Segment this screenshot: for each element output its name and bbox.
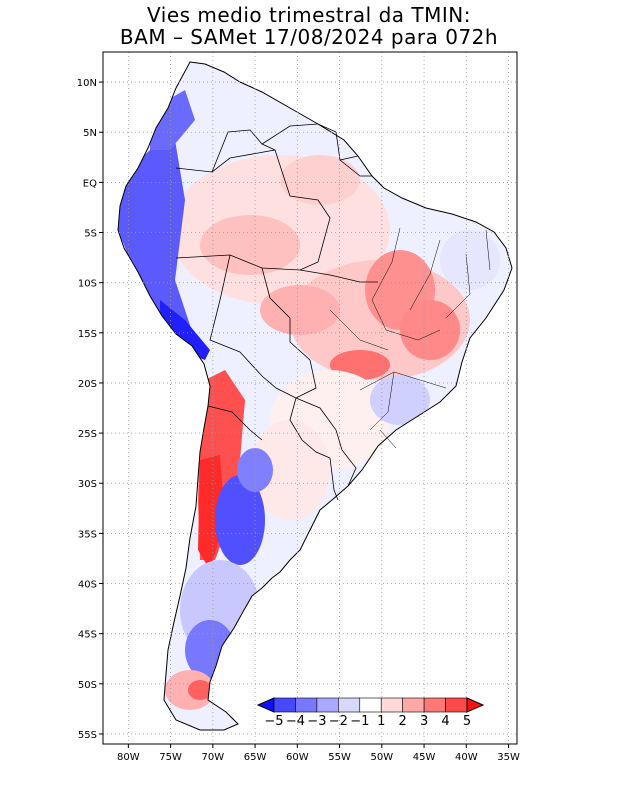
lat-tick-label: 45S xyxy=(78,630,97,641)
colorbar-swatch xyxy=(273,697,296,713)
lon-tick-label: 50W xyxy=(371,752,394,763)
lon-tick-label: 35W xyxy=(497,752,520,763)
lat-tick-label: EQ xyxy=(83,178,97,189)
colorbar-swatch xyxy=(380,697,403,713)
lon-tick-label: 75W xyxy=(159,752,182,763)
colorbar-swatch xyxy=(316,697,339,713)
lon-tick-label: 65W xyxy=(244,752,267,763)
latitude-axis: 10N 5N EQ 5S 10S 15S 20S 25S 30S 35S 40S 45S 50S 55S xyxy=(77,78,103,741)
lon-tick-label: 40W xyxy=(455,752,478,763)
lat-tick-label: 35S xyxy=(78,529,97,540)
colorbar-label: 3 xyxy=(420,714,428,729)
colorbar-swatch xyxy=(338,697,361,713)
colorbar-label: 4 xyxy=(441,714,449,729)
lat-tick-label: 10N xyxy=(77,78,97,89)
colorbar-swatch xyxy=(445,697,468,713)
colorbar-label: 1 xyxy=(377,714,385,729)
lon-tick-label: 55W xyxy=(328,752,351,763)
lat-tick-label: 25S xyxy=(78,429,97,440)
lat-tick-label: 30S xyxy=(78,479,97,490)
map-title-line2: BAM – SAMet 17/08/2024 para 072h xyxy=(119,25,499,49)
longitude-axis: 80W 75W 70W 65W 60W 55W 50W 45W 40W 35W xyxy=(117,744,520,763)
lat-tick-label: 50S xyxy=(78,680,97,691)
map-frame xyxy=(102,51,518,745)
grid-lines xyxy=(103,52,517,744)
lon-tick-label: 70W xyxy=(202,752,225,763)
colorbar-label: −3 xyxy=(307,714,326,729)
colorbar-swatch xyxy=(423,697,446,713)
land-area xyxy=(118,62,512,730)
lat-tick-label: 10S xyxy=(78,279,97,290)
lat-tick-label: 55S xyxy=(78,730,97,741)
colorbar-min-triangle xyxy=(256,697,275,713)
lon-tick-label: 45W xyxy=(413,752,436,763)
lat-tick-label: 5N xyxy=(83,128,97,139)
colorbar: −5 −4 −3 −2 −1 1 2 3 4 5 xyxy=(256,697,485,729)
colorbar-max-triangle xyxy=(466,697,485,713)
country-borders xyxy=(175,123,378,501)
colorbar-label: −5 xyxy=(264,714,283,729)
colorbar-label: −4 xyxy=(286,714,305,729)
lat-tick-label: 40S xyxy=(78,580,97,591)
lat-tick-label: 20S xyxy=(78,379,97,390)
colorbar-label: −2 xyxy=(329,714,348,729)
lon-tick-label: 80W xyxy=(117,752,140,763)
colorbar-label: 2 xyxy=(399,714,407,729)
map-title-line1: Vies medio trimestral da TMIN: xyxy=(147,3,471,27)
colorbar-swatch xyxy=(295,697,318,713)
state-borders xyxy=(329,227,491,449)
lat-tick-label: 15S xyxy=(78,329,97,340)
colorbar-swatch xyxy=(402,697,425,713)
lon-tick-label: 60W xyxy=(286,752,309,763)
lat-tick-label: 5S xyxy=(84,229,97,240)
coastline xyxy=(117,61,513,731)
colorbar-swatch xyxy=(359,697,382,713)
colorbar-label: −1 xyxy=(350,714,369,729)
colorbar-label: 5 xyxy=(463,714,471,729)
